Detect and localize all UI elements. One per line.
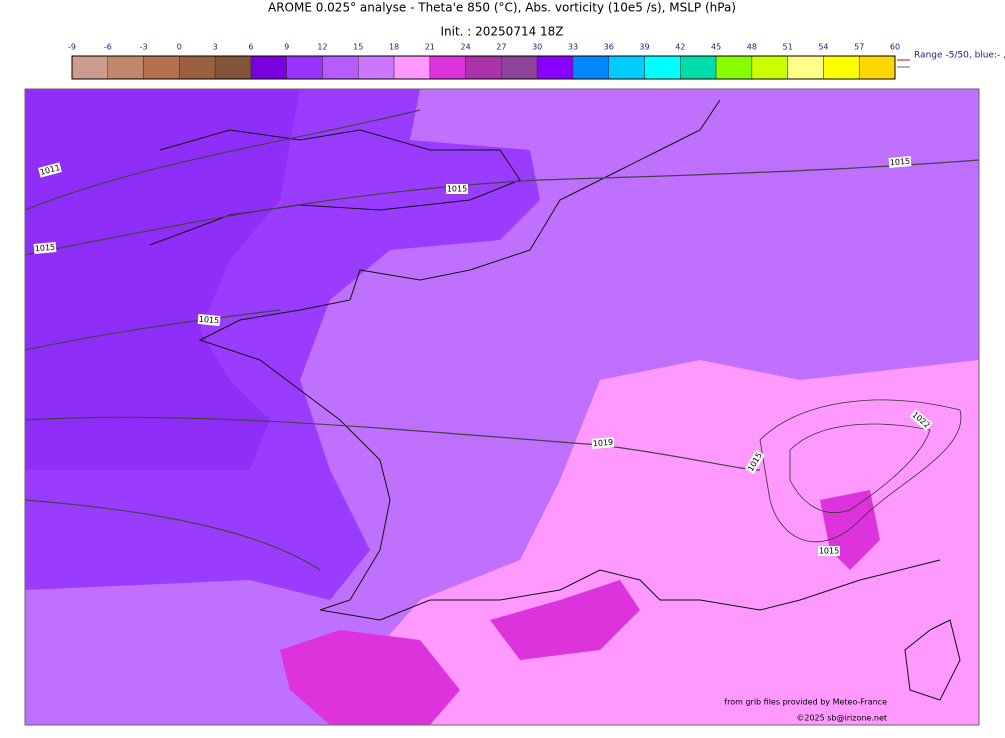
- colorbar-tick-label: 21: [425, 43, 435, 52]
- isobar-label-bg: [888, 156, 912, 168]
- isobar-label: 1015: [33, 242, 57, 254]
- colorbar-tick-label: 60: [890, 43, 900, 52]
- field-hot: [280, 630, 460, 725]
- colorbar-tick-label: 48: [747, 43, 757, 52]
- isobar-label-text: 1019: [592, 438, 613, 449]
- isobar-label-bg: [745, 449, 765, 475]
- colorbar-box: [751, 55, 788, 80]
- isobar-label-text: 1015: [447, 185, 467, 194]
- colorbar-tick-label: -6: [104, 43, 112, 52]
- isobar-label: 1015: [446, 184, 468, 194]
- colorbar-box: [250, 55, 287, 80]
- colorbar-tick-label: 0: [177, 43, 182, 52]
- colorbar-box: [680, 55, 717, 80]
- colorbar-tick-label: 18: [389, 43, 399, 52]
- isobar-label-bg: [591, 437, 615, 449]
- colorbar-box: [823, 55, 860, 80]
- colorbar-tick-label: 57: [854, 43, 864, 52]
- range-note: Range -5/50, blue:- , r: [914, 51, 1005, 61]
- colorbar-box: [358, 55, 395, 80]
- field-cool-core: [25, 89, 300, 470]
- isobar-label: 1019: [591, 437, 615, 449]
- colorbar-tick-label: 42: [675, 43, 685, 52]
- subtitle: Init. : 20250714 18Z: [440, 25, 563, 39]
- colorbar-tick-label: 12: [317, 43, 327, 52]
- colorbar-tick-label: 36: [604, 43, 614, 52]
- colorbar-box: [572, 55, 609, 80]
- colorbar-tick-label: -9: [68, 43, 76, 52]
- alpine-contours: [759, 399, 962, 543]
- colorbar-tick-label: 33: [568, 43, 578, 52]
- isobar-label-bg: [38, 162, 62, 178]
- isobar-label-text: 1015: [34, 243, 55, 254]
- colorbar-tick-label: 54: [818, 43, 828, 52]
- colorbar-tick-label: -3: [140, 43, 148, 52]
- colorbar-tick-label: 51: [783, 43, 793, 52]
- colorbar-box: [179, 55, 216, 80]
- credit: from grib files provided by Meteo-France: [724, 698, 887, 707]
- colorbar-box: [715, 55, 753, 80]
- colorbar-tick-label: 3: [213, 43, 218, 52]
- colorbar-box: [393, 55, 431, 80]
- isobar-label-bg: [818, 546, 840, 556]
- colorbar-box: [501, 55, 538, 80]
- field-hot: [490, 580, 640, 660]
- isobar-label: 1011: [38, 162, 62, 178]
- colorbar-box: [286, 55, 323, 80]
- isobar-label: 1015: [818, 546, 840, 556]
- isobar-label-text: 1015: [889, 157, 910, 168]
- isobars: [25, 109, 979, 571]
- colorbar-box: [858, 55, 896, 80]
- isobar-label: 1015: [197, 314, 221, 326]
- colorbar-box: [143, 55, 180, 80]
- map: [24, 88, 980, 726]
- colorbar-box: [322, 55, 359, 80]
- colorbar-tick-label: 9: [284, 43, 289, 52]
- isobar-label-text: 1015: [198, 315, 219, 326]
- colorbar-box: [644, 55, 681, 80]
- colorbar-box: [429, 55, 466, 80]
- colorbar-tick-label: 39: [639, 43, 649, 52]
- map-frame: [24, 88, 980, 726]
- colorbar-box: [71, 55, 109, 80]
- isobar-label-text: 1015: [819, 547, 839, 556]
- colorbar-frame: [71, 55, 896, 80]
- colorbar-box: [536, 55, 574, 80]
- isobar-label-bg: [446, 184, 468, 194]
- colorbar-tick-label: 6: [248, 43, 253, 52]
- isobar-label-bg: [197, 314, 221, 326]
- colorbar-tick-label: 15: [353, 43, 363, 52]
- isobar-label-bg: [909, 409, 933, 431]
- colorbar-tick-label: 30: [532, 43, 542, 52]
- colorbar-box: [465, 55, 502, 80]
- isobar-label: 1015: [888, 156, 912, 168]
- colorbar-tick-label: 27: [496, 43, 506, 52]
- colorbar-box: [107, 55, 144, 80]
- credit: ©2025 sb@irizone.net: [796, 714, 887, 723]
- title: AROME 0.025° analyse - Theta'e 850 (°C),…: [268, 1, 736, 15]
- isobar-label-bg: [33, 242, 57, 254]
- colorbar-box: [787, 55, 824, 80]
- colorbar-box: [608, 55, 645, 80]
- colorbar-box: [214, 55, 252, 80]
- colorbar-tick-label: 45: [711, 43, 721, 52]
- colorbar-tick-label: 24: [461, 43, 471, 52]
